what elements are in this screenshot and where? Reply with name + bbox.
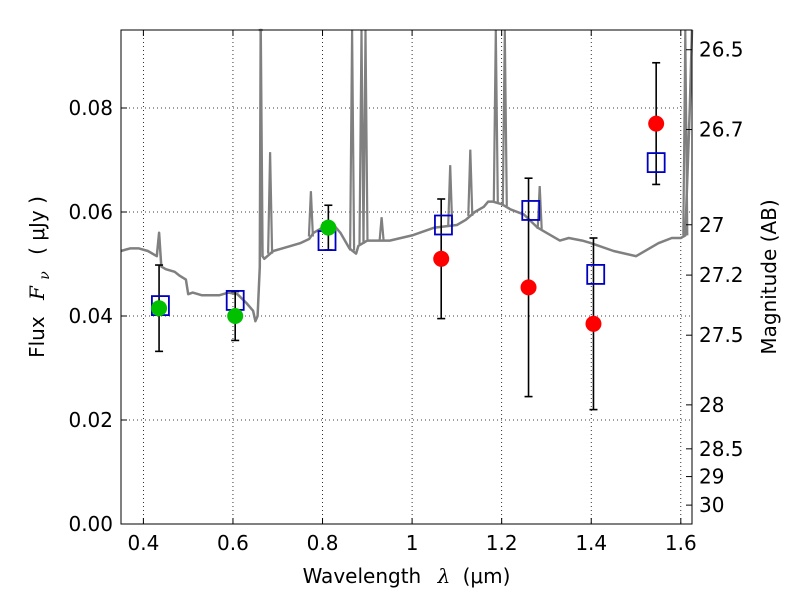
x-tick-label: 0.6 xyxy=(217,531,249,555)
y-axis-label-unit: ( μJy ) xyxy=(25,196,49,255)
ticks-layer: 0.4 0.6 0.8 1 1.2 1.4 1.6 0.00 0.02 0.04 0.06 0.08 2… xyxy=(68,30,744,555)
points-layer xyxy=(151,115,666,332)
y-axis-label: Flux F ν ( μJy ) xyxy=(25,196,54,358)
model-square-marker xyxy=(434,214,453,236)
y-axis-label-symbol: F xyxy=(25,285,49,301)
x-tick-label: 1.4 xyxy=(575,531,607,555)
model-square-marker xyxy=(586,263,606,285)
green-data-point xyxy=(320,219,337,236)
x-tick-label: 1 xyxy=(406,531,419,555)
y-axis-label-subscript: ν xyxy=(37,271,53,280)
x-tick-label: 0.4 xyxy=(127,531,159,555)
mag-tick-label: 26.5 xyxy=(699,38,744,62)
mag-tick-label: 27.5 xyxy=(699,323,744,347)
x-axis-label-unit: (μm) xyxy=(463,564,511,588)
plot-frame xyxy=(120,29,693,525)
y-axis-label-prefix: Flux xyxy=(25,316,49,358)
mag-tick-label: 29 xyxy=(699,465,724,489)
red-data-point xyxy=(433,250,450,267)
y-tick-label: 0.04 xyxy=(68,304,113,328)
x-tick-label: 0.8 xyxy=(307,531,339,555)
y-tick-label: 0.02 xyxy=(68,408,113,432)
model-emission-line xyxy=(492,29,499,203)
model-sed-layer xyxy=(120,28,694,323)
x-tick-label: 1.6 xyxy=(665,531,697,555)
red-data-point xyxy=(520,279,537,296)
red-data-point xyxy=(585,315,602,332)
y-tick-label: 0.08 xyxy=(68,96,113,120)
model-square-marker xyxy=(521,200,541,221)
green-data-point xyxy=(151,300,168,317)
mag-tick-label: 28 xyxy=(699,393,724,417)
x-axis-label: Wavelength λ (μm) xyxy=(303,564,511,588)
model-emission-line xyxy=(467,149,474,216)
model-emission-line xyxy=(362,29,369,242)
mag-tick-label: 27.2 xyxy=(699,263,744,287)
y2-axis-label: Magnitude (AB) xyxy=(757,199,781,354)
mag-tick-label: 27 xyxy=(699,213,724,237)
x-tick-label: 1.2 xyxy=(486,531,518,555)
model-square-marker xyxy=(646,152,666,174)
model-emission-line xyxy=(501,29,508,207)
y-tick-label: 0.00 xyxy=(68,512,113,536)
mag-tick-label: 28.5 xyxy=(699,437,744,461)
model-emission-line xyxy=(307,191,314,237)
model-emission-line xyxy=(536,185,543,229)
x-axis-label-symbol: λ xyxy=(437,564,451,588)
y-tick-label: 0.06 xyxy=(68,200,113,224)
model-emission-line xyxy=(267,152,274,254)
red-data-point xyxy=(648,115,665,132)
model-emission-line xyxy=(447,165,454,226)
model-emission-line xyxy=(349,29,356,251)
green-data-point xyxy=(227,308,244,324)
model-sed-line xyxy=(120,28,694,323)
mag-tick-label: 30 xyxy=(699,493,724,517)
grid-lines xyxy=(121,30,692,525)
x-axis-label-prefix: Wavelength xyxy=(303,564,422,588)
mag-tick-label: 26.7 xyxy=(699,118,744,142)
model-emission-line xyxy=(378,217,385,241)
